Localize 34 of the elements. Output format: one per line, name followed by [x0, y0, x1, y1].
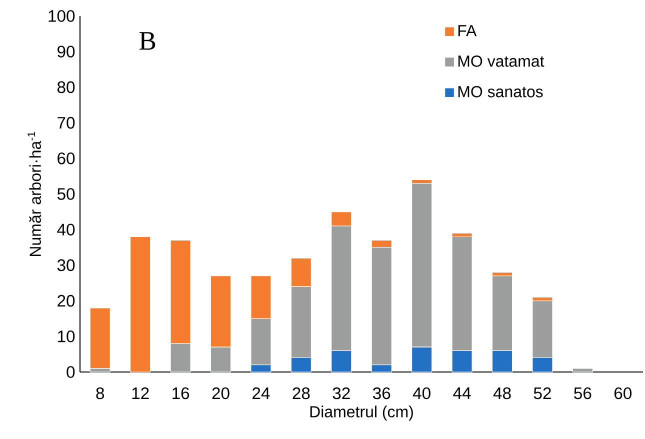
y-tick-label: 30 — [57, 259, 75, 272]
bar — [130, 236, 151, 372]
bar — [572, 368, 593, 372]
x-tick-label: 44 — [453, 387, 471, 399]
x-tick-label: 16 — [172, 387, 190, 400]
y-tick-label: 80 — [57, 81, 75, 94]
y-axis-title: Număr arbori·ha$^{-1}$ — [28, 132, 41, 256]
x-axis-title: Diametrul (cm) — [310, 406, 413, 421]
x-tick-label: 40 — [412, 387, 430, 400]
y-tick-label: 0 — [66, 366, 75, 378]
legend-label: FA — [458, 25, 477, 36]
y-tick-label: 20 — [58, 294, 75, 307]
x-tick-label: 28 — [292, 387, 310, 400]
x-tick-label: 60 — [614, 387, 632, 400]
x-tick-label: 48 — [493, 387, 511, 400]
y-tick-label: 60 — [58, 152, 75, 164]
y-tick-label: 70 — [58, 116, 75, 129]
y-tick-label: 50 — [57, 188, 75, 200]
x-tick-label: 52 — [534, 387, 551, 400]
x-tick-label: 12 — [132, 387, 149, 400]
y-tick-label: 100 — [48, 10, 75, 22]
y-tick-label: 40 — [57, 224, 75, 236]
x-tick-label: 8 — [96, 387, 104, 400]
legend-label: MO vatamat — [458, 56, 544, 67]
x-tick-label: 24 — [252, 387, 270, 400]
y-tick-label: 10 — [58, 330, 75, 342]
x-tick-label: 56 — [574, 387, 592, 400]
legend-label: MO sanatos — [458, 86, 543, 98]
y-tick-label: 90 — [58, 46, 75, 58]
x-tick-label: 32 — [332, 387, 350, 400]
x-tick-label: 20 — [212, 387, 230, 400]
annotation: B — [139, 32, 156, 50]
x-tick-label: 36 — [372, 387, 390, 400]
bar — [90, 308, 110, 369]
